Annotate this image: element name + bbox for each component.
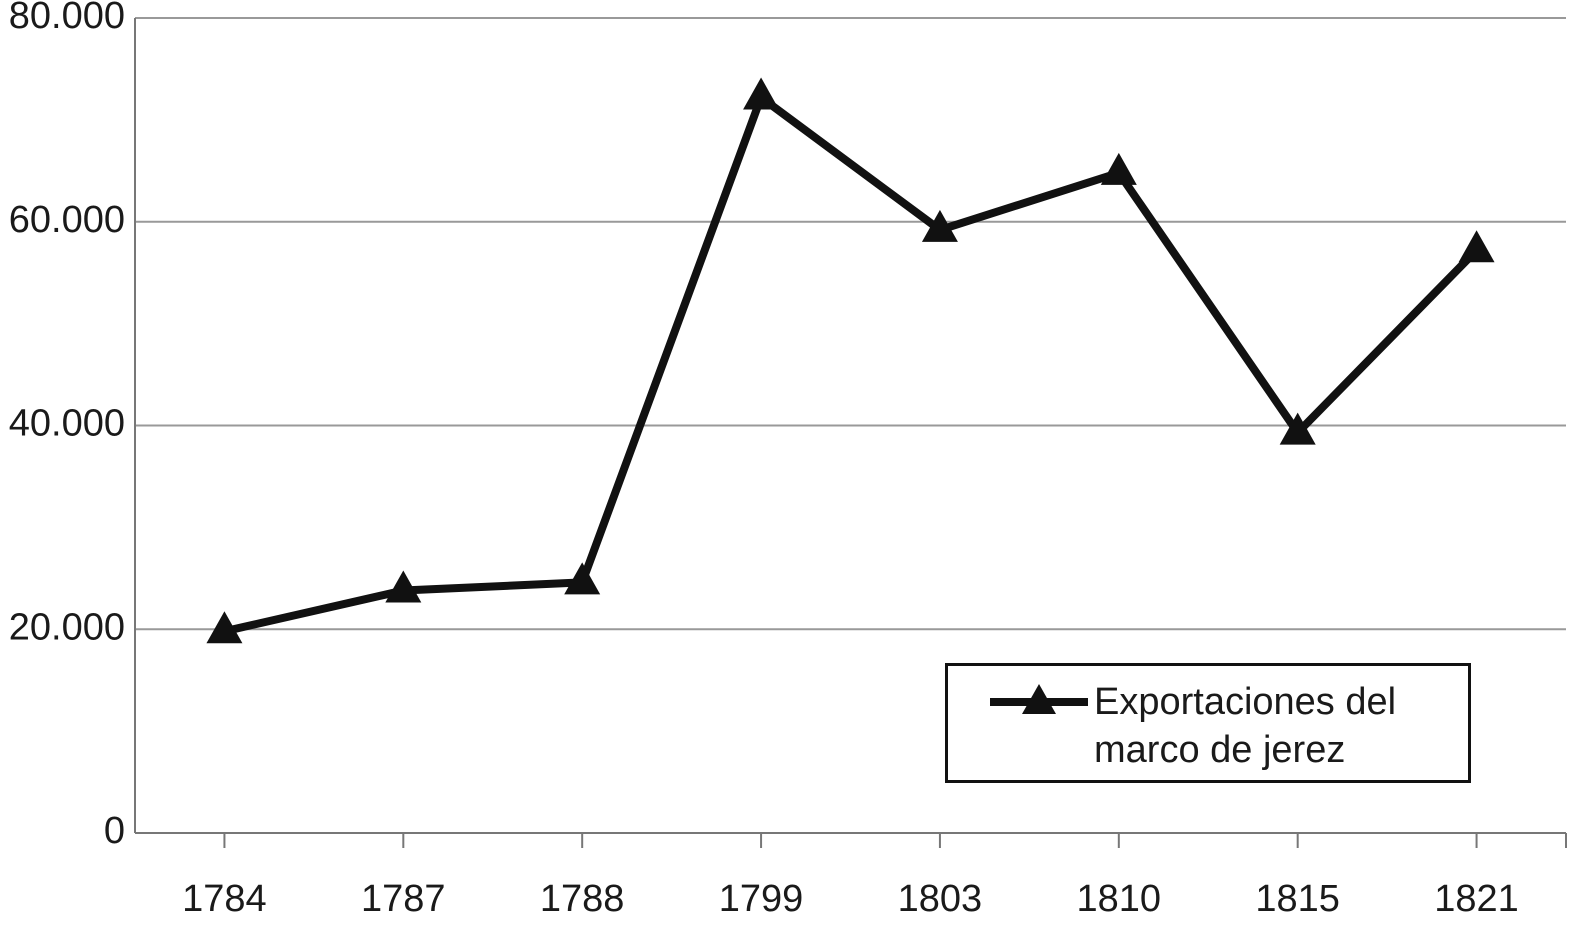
x-tick-label: 1787 bbox=[361, 878, 446, 920]
marker bbox=[564, 562, 601, 595]
y-tick-label: 0 bbox=[104, 810, 125, 852]
x-tick-label: 1803 bbox=[898, 878, 983, 920]
marker bbox=[206, 611, 243, 644]
y-tick-label: 20.000 bbox=[9, 606, 125, 648]
marker bbox=[385, 570, 422, 603]
marker bbox=[743, 77, 780, 110]
y-tick-label: 80.000 bbox=[9, 0, 125, 37]
x-tick-label: 1810 bbox=[1077, 878, 1162, 920]
marker bbox=[1458, 230, 1495, 263]
series-line bbox=[223, 91, 1480, 636]
x-tick-label: 1784 bbox=[182, 878, 267, 920]
x-tick-label: 1799 bbox=[719, 878, 804, 920]
marker bbox=[1279, 412, 1316, 445]
legend-marker bbox=[1022, 684, 1056, 714]
marker bbox=[921, 209, 958, 242]
legend-label: Exportaciones del marco de jerez bbox=[1094, 681, 1397, 771]
y-tick-label: 40.000 bbox=[9, 403, 125, 445]
x-tick-label: 1788 bbox=[540, 878, 625, 920]
legend: Exportaciones del marco de jerez bbox=[945, 663, 1471, 783]
marker bbox=[1100, 152, 1137, 185]
x-tick-label: 1815 bbox=[1255, 878, 1340, 920]
legend-swatch bbox=[990, 684, 1088, 714]
y-tick-label: 60.000 bbox=[9, 199, 125, 241]
x-tick-label: 1821 bbox=[1434, 878, 1519, 920]
